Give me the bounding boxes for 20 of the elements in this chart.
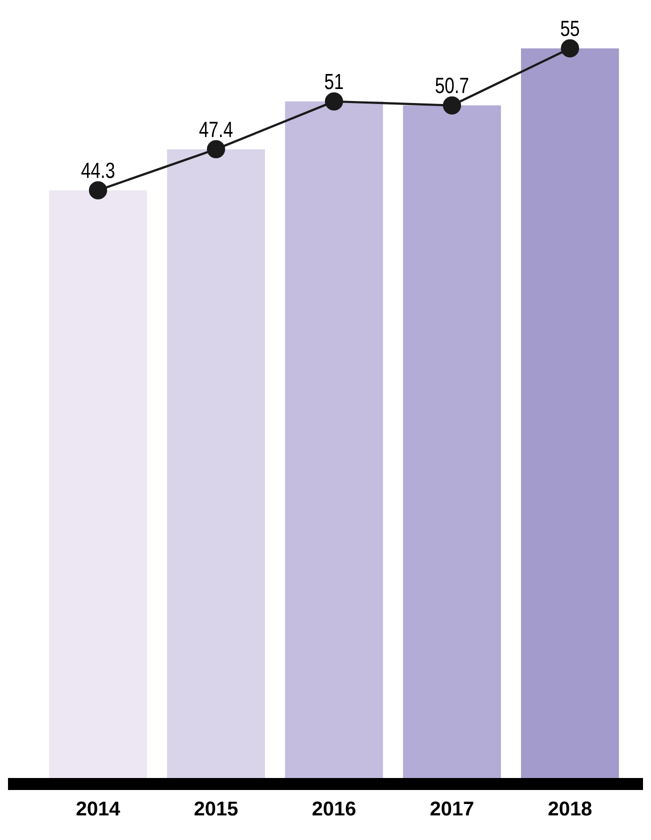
point (560, 39, 580, 58)
data-label: 55 (560, 20, 579, 36)
x-tick-label: 2018 (548, 802, 592, 816)
data-label: 44.3 (81, 162, 114, 178)
data-label: 50.7 (436, 78, 468, 94)
data-label: 51 (324, 74, 343, 90)
point (206, 140, 226, 158)
bar (521, 48, 619, 778)
x-tick-label: 2014 (76, 802, 120, 816)
bar (403, 105, 501, 778)
x-tick-label: 2016 (312, 802, 356, 816)
x-tick-label: 2015 (194, 802, 238, 816)
bar (49, 190, 147, 778)
point (324, 92, 344, 111)
point (442, 96, 462, 115)
bar (167, 149, 265, 778)
data-label: 47.4 (199, 122, 233, 137)
bar (285, 101, 383, 778)
point (88, 181, 108, 200)
x-tick-label: 2017 (430, 802, 474, 816)
